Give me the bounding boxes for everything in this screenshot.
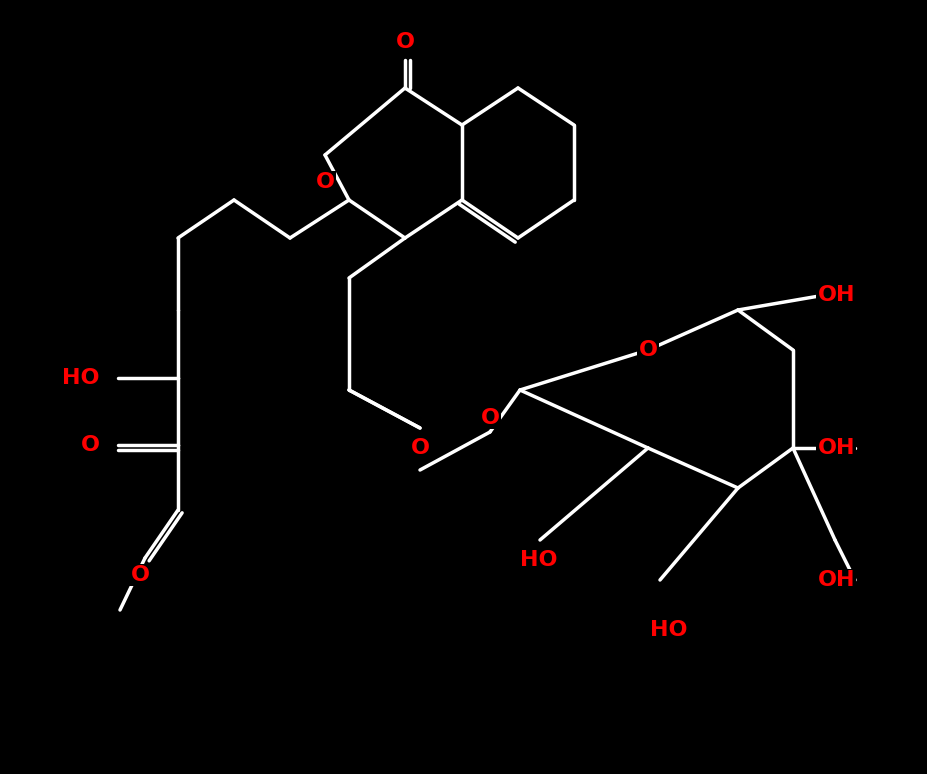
Text: O: O — [480, 408, 499, 428]
Text: O: O — [131, 565, 149, 585]
Text: O: O — [410, 438, 429, 458]
Text: HO: HO — [519, 550, 557, 570]
Text: HO: HO — [62, 368, 100, 388]
Text: O: O — [395, 32, 414, 52]
Text: O: O — [315, 172, 334, 192]
Text: O: O — [638, 340, 657, 360]
Text: O: O — [81, 435, 100, 455]
Text: HO: HO — [649, 620, 687, 640]
Text: OH: OH — [817, 570, 854, 590]
Text: OH: OH — [817, 438, 854, 458]
Text: OH: OH — [817, 285, 854, 305]
